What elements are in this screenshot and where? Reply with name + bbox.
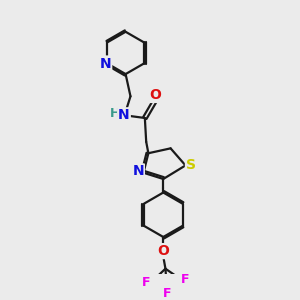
Text: N: N: [132, 164, 144, 178]
Text: F: F: [181, 272, 190, 286]
Text: O: O: [149, 88, 161, 102]
Text: S: S: [186, 158, 196, 172]
Text: O: O: [157, 244, 169, 258]
Text: F: F: [163, 287, 171, 300]
Text: H: H: [110, 106, 120, 120]
Text: F: F: [141, 276, 150, 289]
Text: N: N: [100, 56, 111, 70]
Text: N: N: [118, 108, 130, 122]
